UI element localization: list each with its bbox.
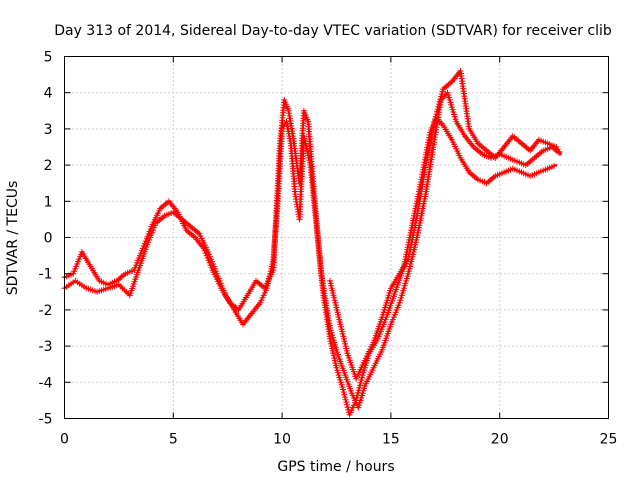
y-tick-label: 3 <box>44 122 53 138</box>
y-tick-label: -1 <box>39 267 53 283</box>
y-tick-label: 4 <box>44 86 53 102</box>
chart-title: Day 313 of 2014, Sidereal Day-to-day VTE… <box>54 23 612 39</box>
y-tick-label: -2 <box>39 303 53 319</box>
x-tick-label: 10 <box>273 432 291 448</box>
plus-markers <box>327 68 563 382</box>
axis-ticks: 0 5 10 15 20 25 -5 -4 -3 -2 -1 0 1 2 3 4 5 <box>39 50 618 448</box>
y-axis-title: SDTVAR / TECUs <box>5 181 21 296</box>
y-tick-label: 2 <box>44 158 53 174</box>
x-tick-label: 20 <box>491 432 509 448</box>
data-series <box>61 68 563 418</box>
y-tick-label: 0 <box>44 231 53 247</box>
x-tick-label: 5 <box>169 432 178 448</box>
x-tick-label: 0 <box>60 432 69 448</box>
y-tick-label: -5 <box>39 412 53 428</box>
series-line <box>328 69 562 380</box>
x-tick-label: 15 <box>382 432 400 448</box>
y-tick-label: -4 <box>39 375 53 391</box>
satellite-track-3 <box>327 68 563 382</box>
plus-markers <box>61 89 562 411</box>
satellite-track-1 <box>61 89 562 411</box>
y-tick-label: 5 <box>44 50 53 66</box>
x-axis-title: GPS time / hours <box>277 459 394 475</box>
x-tick-label: 25 <box>600 432 618 448</box>
y-tick-label: -3 <box>39 339 53 355</box>
y-tick-label: 1 <box>44 194 53 210</box>
series-line <box>63 91 562 409</box>
